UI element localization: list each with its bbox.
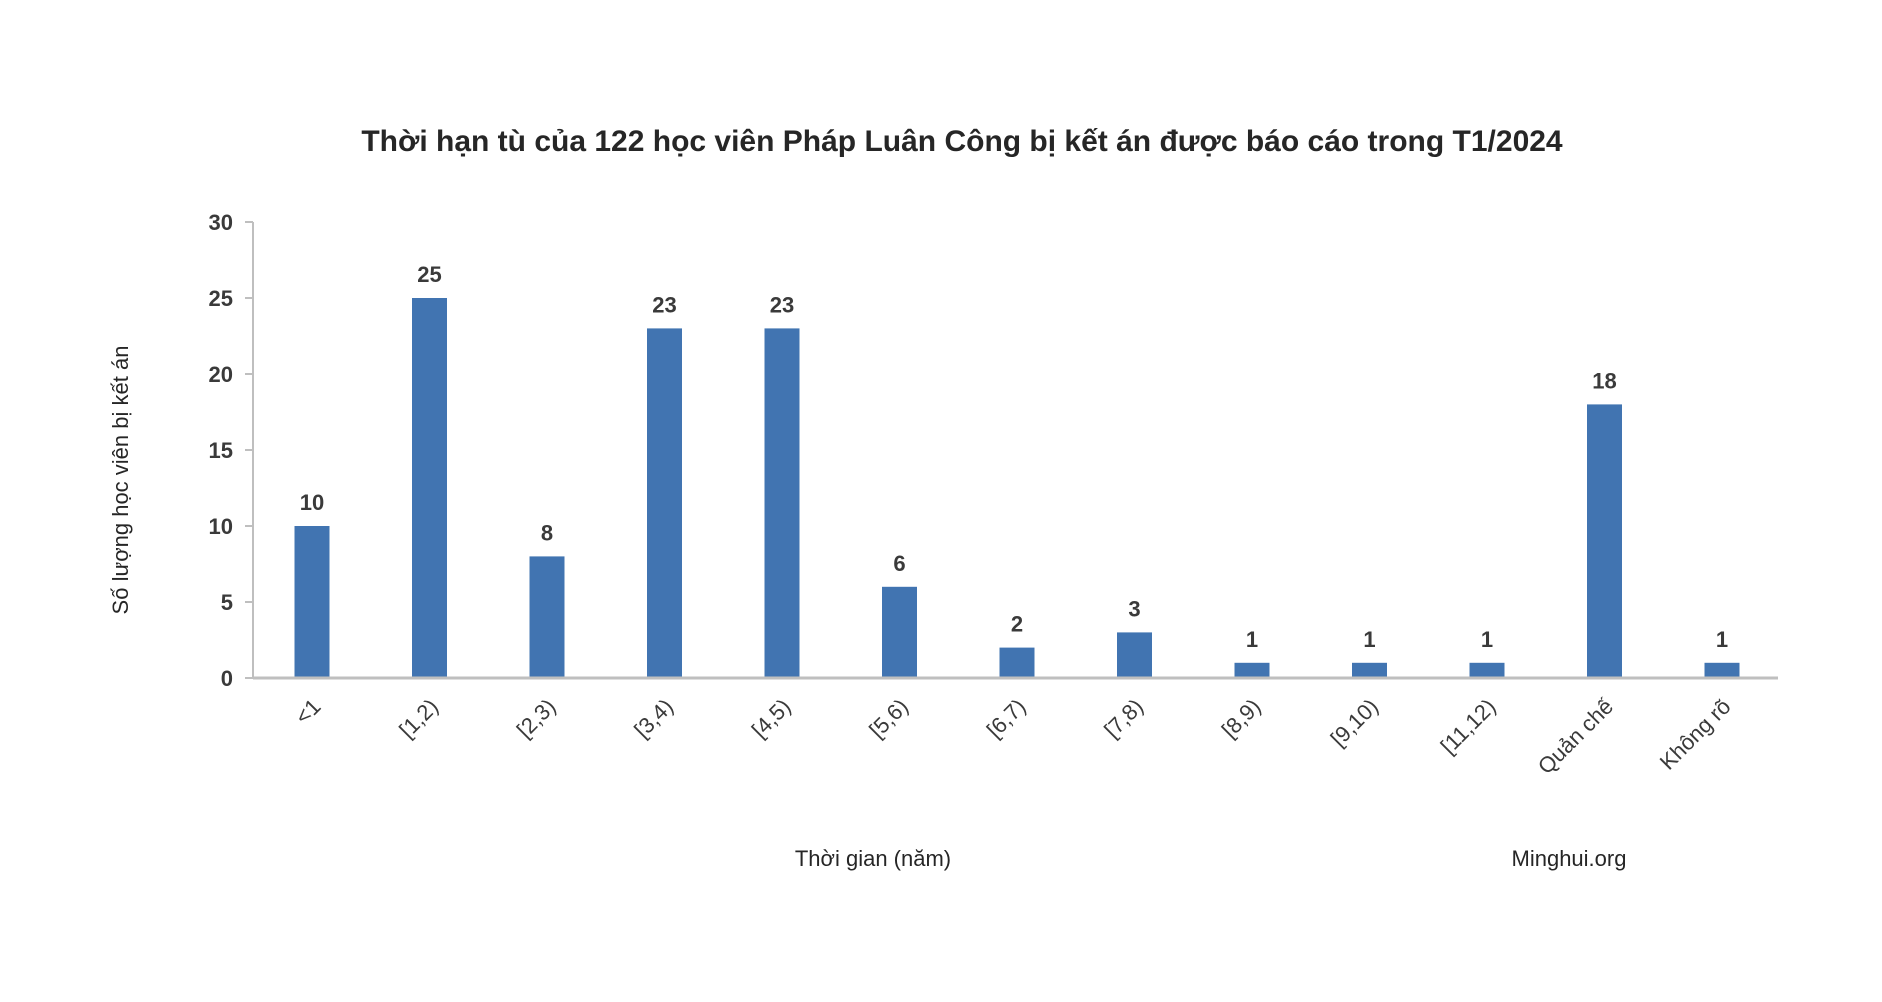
x-tick-label: [9,10)	[1326, 694, 1383, 751]
x-tick-label: [7,8)	[1099, 694, 1148, 743]
x-tick-label: Không rõ	[1655, 694, 1736, 775]
bar	[294, 526, 330, 678]
y-tick-label: 25	[209, 286, 233, 311]
x-tick-label: [8,9)	[1217, 694, 1266, 743]
bar	[764, 328, 800, 678]
data-label: 23	[652, 292, 676, 317]
y-tick-label: 5	[221, 590, 233, 615]
data-label: 25	[417, 262, 441, 287]
bar	[1117, 632, 1152, 678]
data-label: 6	[893, 551, 905, 576]
data-label: 1	[1481, 627, 1493, 652]
bar	[1587, 404, 1622, 678]
data-label: 23	[770, 292, 794, 317]
data-label: 1	[1363, 627, 1375, 652]
data-label: 1	[1716, 627, 1728, 652]
x-tick-label: [4,5)	[747, 694, 796, 743]
data-label: 10	[300, 490, 324, 515]
x-axis-label: Thời gian (năm)	[795, 846, 951, 871]
x-tick-label: [2,3)	[512, 694, 561, 743]
y-tick-label: 20	[209, 362, 233, 387]
x-tick-label: [11,12)	[1436, 694, 1501, 759]
data-label: 2	[1011, 612, 1023, 637]
bar	[1352, 662, 1387, 678]
data-label: 8	[541, 520, 553, 545]
y-tick-label: 10	[209, 514, 233, 539]
bar	[1469, 662, 1505, 678]
x-tick-label: [5,6)	[864, 694, 913, 743]
x-tick-label: [3,4)	[629, 694, 678, 743]
y-axis-label: Số lượng học viên bị kết án	[108, 346, 133, 615]
bar	[647, 328, 682, 678]
y-tick-label: 30	[209, 210, 233, 235]
source-label: Minghui.org	[1512, 846, 1627, 871]
bar	[1234, 662, 1270, 678]
data-label: 18	[1592, 368, 1616, 393]
x-tick-label: [1,2)	[394, 694, 443, 743]
bar	[412, 298, 447, 678]
x-tick-label: <1	[290, 694, 325, 729]
x-tick-label: Quản chế	[1533, 694, 1618, 779]
data-label: 1	[1246, 627, 1258, 652]
y-tick-label: 15	[209, 438, 233, 463]
y-tick-label: 0	[221, 666, 233, 691]
x-tick-label: [6,7)	[982, 694, 1031, 743]
bar	[882, 586, 917, 678]
bar	[999, 647, 1035, 678]
bar	[529, 556, 565, 678]
chart-title: Thời hạn tù của 122 học viên Pháp Luân C…	[361, 125, 1563, 158]
data-label: 3	[1128, 596, 1140, 621]
bar	[1704, 662, 1740, 678]
